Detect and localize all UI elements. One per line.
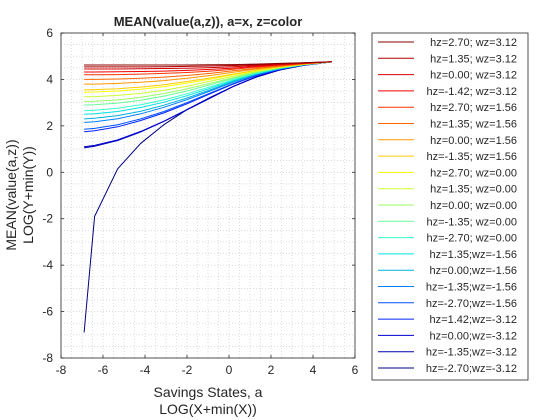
x-tick-label: 2 <box>268 363 275 377</box>
x-tick-label: 0 <box>226 363 233 377</box>
legend-entry-label: hz=0.00;wz=-3.12 <box>430 330 517 342</box>
y-axis-label-line1: MEAN(value(a,z)) <box>3 139 19 250</box>
legend-entry-label: hz=0.00; wz=0.00 <box>430 200 517 212</box>
legend-entry-label: hz=-1.42; wz=3.12 <box>426 86 517 98</box>
legend-entry-label: hz=1.35; wz=1.56 <box>430 119 517 131</box>
series-line-6 <box>84 61 332 80</box>
legend-entry-label: hz=-2.70; wz=0.00 <box>426 233 517 245</box>
chart-title: MEAN(value(a,z)), a=x, z=color <box>114 14 303 29</box>
x-axis-label-line2: LOG(X+min(X)) <box>159 401 257 417</box>
legend-entry-label: hz=1.35; wz=3.12 <box>430 53 517 65</box>
axis-ticks: -8 -6 -4 -2 0 2 4 6 -8 -6 -4 -2 0 2 4 6 <box>42 26 358 377</box>
x-tick-label: -6 <box>98 363 109 377</box>
series-lines <box>83 61 332 333</box>
y-tick-label: 4 <box>46 72 53 86</box>
x-axis-label-line1: Savings States, a <box>154 384 263 400</box>
legend-entry-label: hz=1.35; wz=0.00 <box>430 184 517 196</box>
legend-entry-label: hz=2.70; wz=0.00 <box>430 167 517 179</box>
y-tick-label: 6 <box>46 26 53 40</box>
legend-entry-label: hz=0.00; wz=1.56 <box>430 135 517 147</box>
x-tick-label: -4 <box>140 363 151 377</box>
legend-entry-label: hz=2.70; wz=1.56 <box>430 102 517 114</box>
legend-entry-label: hz=-1.35; wz=0.00 <box>426 216 517 228</box>
legend-entry-label: hz=-2.70;wz=-3.12 <box>426 363 517 375</box>
legend-entry-label: hz=-1.35;wz=-3.12 <box>426 347 517 359</box>
y-tick-label: -4 <box>42 258 53 272</box>
legend-entry-label: hz=0.00; wz=3.12 <box>430 70 517 82</box>
legend-entry-label: hz=-2.70;wz=-1.56 <box>426 298 517 310</box>
legend: hz=2.70; wz=3.12 hz=1.35; wz=3.12 hz=0.00;… <box>378 37 517 375</box>
x-tick-label: -2 <box>182 363 193 377</box>
y-tick-label: -8 <box>42 351 53 365</box>
legend-entry-label: hz=1.42;wz=-3.12 <box>430 314 517 326</box>
y-axis-label-line2: LOG(Y+min(Y)) <box>20 146 36 244</box>
x-tick-label: 6 <box>352 363 359 377</box>
plot-area-frame <box>60 32 356 359</box>
x-tick-label: -8 <box>56 363 67 377</box>
x-tick-label: 4 <box>310 363 317 377</box>
legend-entry-label: hz=-1.35; wz=1.56 <box>426 151 517 163</box>
series-line-1 <box>84 61 332 66</box>
legend-entry-label: hz=0.00;wz=-1.56 <box>430 265 517 277</box>
y-tick-label: -6 <box>42 305 53 319</box>
legend-entry-label: hz=1.35;wz=-1.56 <box>430 249 517 261</box>
y-tick-label: 2 <box>46 119 53 133</box>
legend-entry-label: hz=-1.35;wz=-1.56 <box>426 282 517 294</box>
legend-entry-label: hz=2.70; wz=3.12 <box>430 37 517 49</box>
y-tick-label: 0 <box>46 165 53 179</box>
y-tick-label: -2 <box>42 212 53 226</box>
